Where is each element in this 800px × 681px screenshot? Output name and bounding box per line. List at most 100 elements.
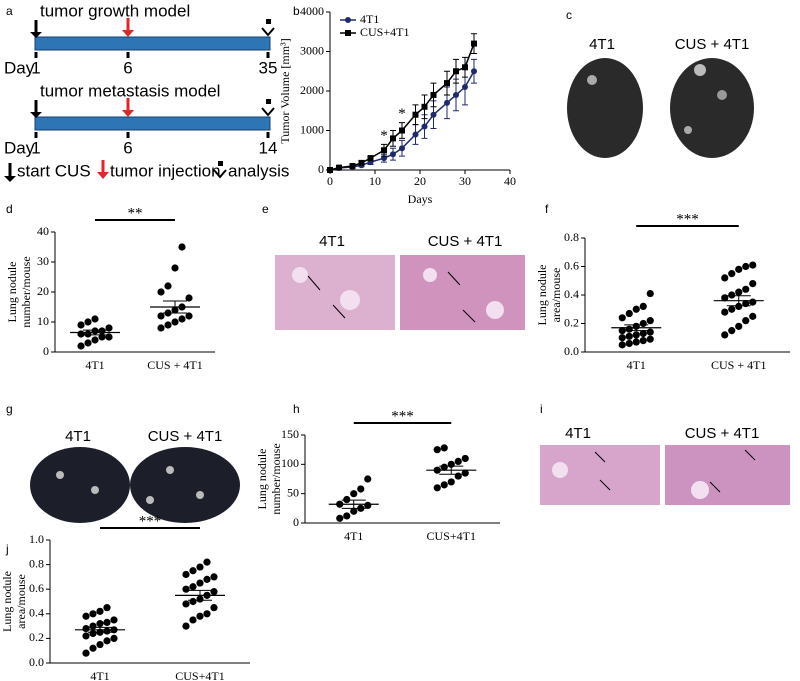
y-tick-label: 40 xyxy=(37,224,49,238)
data-point xyxy=(178,243,186,251)
x-tick-label: 4T1 xyxy=(85,358,104,372)
data-point xyxy=(433,484,441,492)
y-axis-title: Lung nodule xyxy=(255,449,269,510)
y-tick-label: 0.6 xyxy=(29,581,44,595)
y-tick-label: 2000 xyxy=(300,83,324,97)
data-point xyxy=(196,563,204,571)
data-point xyxy=(185,312,193,320)
data-point xyxy=(203,575,211,583)
data-point xyxy=(103,618,111,627)
x-tick-label: CUS+4T1 xyxy=(175,669,224,681)
data-point xyxy=(105,333,113,341)
data-point xyxy=(639,329,647,338)
data-point xyxy=(96,607,104,615)
data-point xyxy=(103,627,111,635)
data-point xyxy=(77,330,85,338)
marker xyxy=(462,64,468,71)
data-point xyxy=(210,588,218,596)
data-point xyxy=(84,318,92,326)
panel-label: b xyxy=(293,4,300,18)
data-point xyxy=(82,612,90,620)
y-tick-label: 30 xyxy=(37,254,49,268)
data-point xyxy=(618,334,626,342)
photo-label: 4T1 xyxy=(565,425,591,442)
data-point xyxy=(82,649,90,657)
data-point xyxy=(164,321,172,329)
data-point xyxy=(182,600,190,608)
data-point xyxy=(625,339,633,348)
data-point xyxy=(185,294,193,302)
data-point xyxy=(632,331,640,339)
data-point xyxy=(82,624,90,633)
marker xyxy=(453,68,459,75)
y-tick-label: 100 xyxy=(281,456,299,470)
significance-label: ** xyxy=(128,205,143,221)
photo-label: CUS + 4T1 xyxy=(675,36,750,53)
y-tick-label: 10 xyxy=(37,314,49,328)
day-number: 1 xyxy=(31,138,40,157)
panel-label: f xyxy=(545,202,549,216)
data-point xyxy=(89,644,97,652)
marker xyxy=(399,145,405,152)
lung-photo-g xyxy=(30,447,240,523)
data-point xyxy=(77,321,85,329)
data-point xyxy=(157,324,165,332)
x-tick-label: CUS + 4T1 xyxy=(711,358,766,372)
x-tick-label: CUS+4T1 xyxy=(427,529,476,543)
y-tick-label: 1000 xyxy=(300,122,324,136)
photo-label: 4T1 xyxy=(319,233,345,250)
data-point xyxy=(350,507,358,515)
y-axis-title: number/mouse xyxy=(19,256,33,327)
x-tick-label: 30 xyxy=(459,174,471,188)
data-point xyxy=(89,629,97,638)
y-tick-label: 4000 xyxy=(300,4,324,18)
marker xyxy=(421,103,428,110)
data-point xyxy=(364,501,372,509)
data-point xyxy=(749,261,757,269)
data-point xyxy=(82,632,90,640)
data-point xyxy=(171,318,179,326)
x-tick-label: 20 xyxy=(414,174,426,188)
data-point xyxy=(336,514,344,522)
data-point xyxy=(189,567,197,575)
data-point xyxy=(84,339,92,347)
data-point xyxy=(110,634,118,643)
panel-label: h xyxy=(293,402,300,416)
y-tick-label: 0.8 xyxy=(29,556,44,570)
y-tick-label: 0 xyxy=(318,162,324,176)
significance-label: *** xyxy=(676,211,699,227)
data-point xyxy=(618,314,626,322)
data-point xyxy=(735,288,743,296)
injection-arrows xyxy=(97,18,134,179)
annotation: * xyxy=(398,106,406,122)
data-point xyxy=(105,324,113,332)
marker xyxy=(412,131,419,138)
x-tick-label: 10 xyxy=(369,174,381,188)
sem-bar xyxy=(341,499,366,509)
x-tick-label: CUS + 4T1 xyxy=(147,358,202,372)
y-axis-title: Lung nodule xyxy=(0,571,14,632)
data-point xyxy=(189,597,197,606)
data-point xyxy=(91,336,99,344)
lung-photo-c xyxy=(567,58,754,158)
day-label: Day xyxy=(4,138,35,157)
data-point xyxy=(749,312,757,320)
marker xyxy=(336,164,342,171)
marker xyxy=(444,99,450,106)
data-point xyxy=(91,315,99,323)
marker xyxy=(430,111,437,118)
data-point xyxy=(89,610,97,618)
data-point xyxy=(182,570,190,579)
data-point xyxy=(350,490,358,498)
data-point xyxy=(440,444,448,452)
data-point xyxy=(618,327,626,335)
data-point xyxy=(454,457,462,465)
marker xyxy=(430,91,437,98)
timeline-bar xyxy=(34,116,271,131)
marker xyxy=(412,111,419,118)
marker xyxy=(421,123,428,130)
y-tick-label: 0 xyxy=(293,515,299,529)
data-point xyxy=(440,481,448,489)
data-point xyxy=(196,612,204,620)
